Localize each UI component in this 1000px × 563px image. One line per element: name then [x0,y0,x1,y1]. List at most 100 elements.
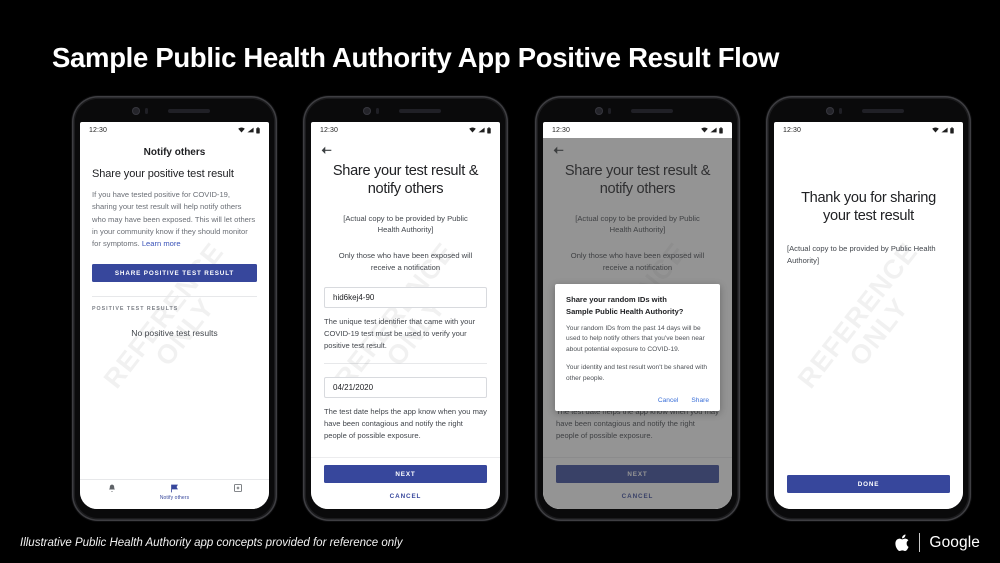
screen-4-subtitle: [Actual copy to be provided by Public He… [787,243,936,265]
phone-mockup-3: 12:30 REFERENCE ONLY Share your test res [535,96,740,521]
logo-lockup: Google [895,533,980,552]
phone-mockup-2: 12:30 REFERENCE ONLY Share your test res [303,96,508,521]
phone-mockup-4: 12:30 REFERENCE ONLY Thank you for shari… [766,96,971,521]
nav-item-notify-others[interactable]: Notify others [143,484,206,501]
battery-icon [719,127,723,133]
sensor-icon [145,108,148,114]
dialog-actions: Cancel Share [566,397,709,404]
divider-1 [92,296,257,298]
done-button-label: DONE [857,480,880,488]
front-camera-icon [595,107,603,115]
battery-icon [487,127,491,133]
footer-actions-2: NEXT CANCEL [311,457,500,509]
divider-2 [324,363,487,365]
dialog-title-line-1: Share your random IDs with [566,295,667,304]
apple-logo-icon [895,533,909,551]
front-camera-icon [826,107,834,115]
share-positive-test-result-button[interactable]: SHARE POSITIVE TEST RESULT [92,264,257,283]
phone-mockup-1: 12:30 REFERENCE ONLY Notify others Share… [72,96,277,521]
footer-disclaimer: Illustrative Public Health Authority app… [20,537,403,549]
battery-icon [256,127,260,133]
phone-4-body: REFERENCE ONLY Thank you for sharing you… [774,138,963,509]
logo-divider [919,533,921,552]
phone-1-inner: 12:30 REFERENCE ONLY Notify others Share… [75,99,274,518]
sensor-icon [376,108,379,114]
phone-1-content: Share your positive test result If you h… [80,162,269,298]
share-positive-test-result-label: SHARE POSITIVE TEST RESULT [114,269,235,277]
sensor-icon [608,108,611,114]
status-bar-4: 12:30 [774,122,963,138]
phone-1-bezel [75,99,274,122]
google-wordmark: Google [929,533,980,551]
earpiece-speaker [399,109,441,113]
screen-1-body-text: If you have tested positive for COVID-19… [92,189,257,250]
wifi-icon [701,127,708,133]
status-clock: 12:30 [89,126,108,134]
signal-icon [478,127,485,133]
screen-2-subtitle-2: Only those who have been exposed will re… [338,251,473,272]
signal-icon [941,127,948,133]
phone-2-bezel [306,99,505,122]
bottom-nav-1: Notify others [80,479,269,509]
dialog-share-button[interactable]: Share [691,397,709,405]
screen-2-heading: Share your test result & notify others [332,163,479,197]
dialog-cancel-button[interactable]: Cancel [657,397,679,405]
share-random-ids-dialog: Share your random IDs with Sample Public… [555,284,720,412]
footer-actions-4: DONE [774,468,963,509]
earpiece-speaker [168,109,210,113]
phone-1-screen: 12:30 REFERENCE ONLY Notify others Share… [80,122,269,509]
status-clock: 12:30 [320,126,339,134]
phone-3-body: REFERENCE ONLY Share your test result & … [543,138,732,509]
dialog-title-line-2: Sample Public Health Authority? [566,306,684,316]
dialog-paragraph-1: Your random IDs from the past 14 days wi… [566,325,705,353]
back-button-2[interactable] [311,138,500,155]
nav-label-notify-others: Notify others [159,494,190,501]
screen-1-heading: Share your positive test result [92,168,234,180]
test-identifier-input[interactable]: hid6kej4-90 [324,286,487,308]
phone-1-body: REFERENCE ONLY Notify others Share your … [80,138,269,509]
sensor-icon [839,108,842,114]
screen-1-body-copy: If you have tested positive for COVID-19… [92,190,256,249]
nav-item-settings[interactable] [206,484,269,494]
test-date-helper: The test date helps the app know when yo… [324,407,487,441]
screen-4-heading: Thank you for sharing your test result [801,190,936,224]
next-button-label: NEXT [395,470,416,478]
screen-2-subtitle: [Actual copy to be provided by Public He… [343,213,468,235]
earpiece-speaker [862,109,904,113]
page-title: Sample Public Health Authority App Posit… [52,42,780,73]
done-button[interactable]: DONE [787,475,950,493]
wifi-icon [469,127,476,133]
phone-4-inner: 12:30 REFERENCE ONLY Thank you for shari… [769,99,968,518]
phone-2-screen: 12:30 REFERENCE ONLY Share your test res [311,122,500,509]
back-arrow-icon [321,146,332,155]
test-identifier-helper: The unique test identifier that came wit… [324,316,476,350]
bell-icon [108,484,115,493]
test-identifier-value: hid6kej4-90 [333,292,375,302]
appbar-title-1: Notify others [143,147,206,158]
next-button-2[interactable]: NEXT [324,465,487,483]
status-icons [238,127,260,134]
signal-icon [247,127,254,133]
wifi-icon [238,127,245,133]
nav-item-exposures[interactable] [80,484,143,495]
phone-3-inner: 12:30 REFERENCE ONLY Share your test res [538,99,737,518]
status-clock: 12:30 [552,126,571,134]
status-bar-2: 12:30 [311,122,500,138]
front-camera-icon [363,107,371,115]
test-date-input[interactable]: 04/21/2020 [324,377,487,399]
phone-3-bezel [538,99,737,122]
phone-4-screen: 12:30 REFERENCE ONLY Thank you for shari… [774,122,963,509]
dialog-paragraph-2: Your identity and test result won't be s… [566,364,708,382]
positive-test-results-label: POSITIVE TEST RESULTS [92,306,179,313]
learn-more-link[interactable]: Learn more [141,239,181,249]
empty-state-text: No positive test results [131,328,218,339]
signal-icon [710,127,717,133]
phone-4-bezel [769,99,968,122]
phone-2-body: REFERENCE ONLY Share your test result & … [311,138,500,509]
settings-square-icon [233,484,242,492]
earpiece-speaker [631,109,673,113]
status-bar-1: 12:30 [80,122,269,138]
cancel-button-2[interactable]: CANCEL [389,493,422,500]
status-icons [932,127,954,134]
flag-icon [171,484,178,493]
